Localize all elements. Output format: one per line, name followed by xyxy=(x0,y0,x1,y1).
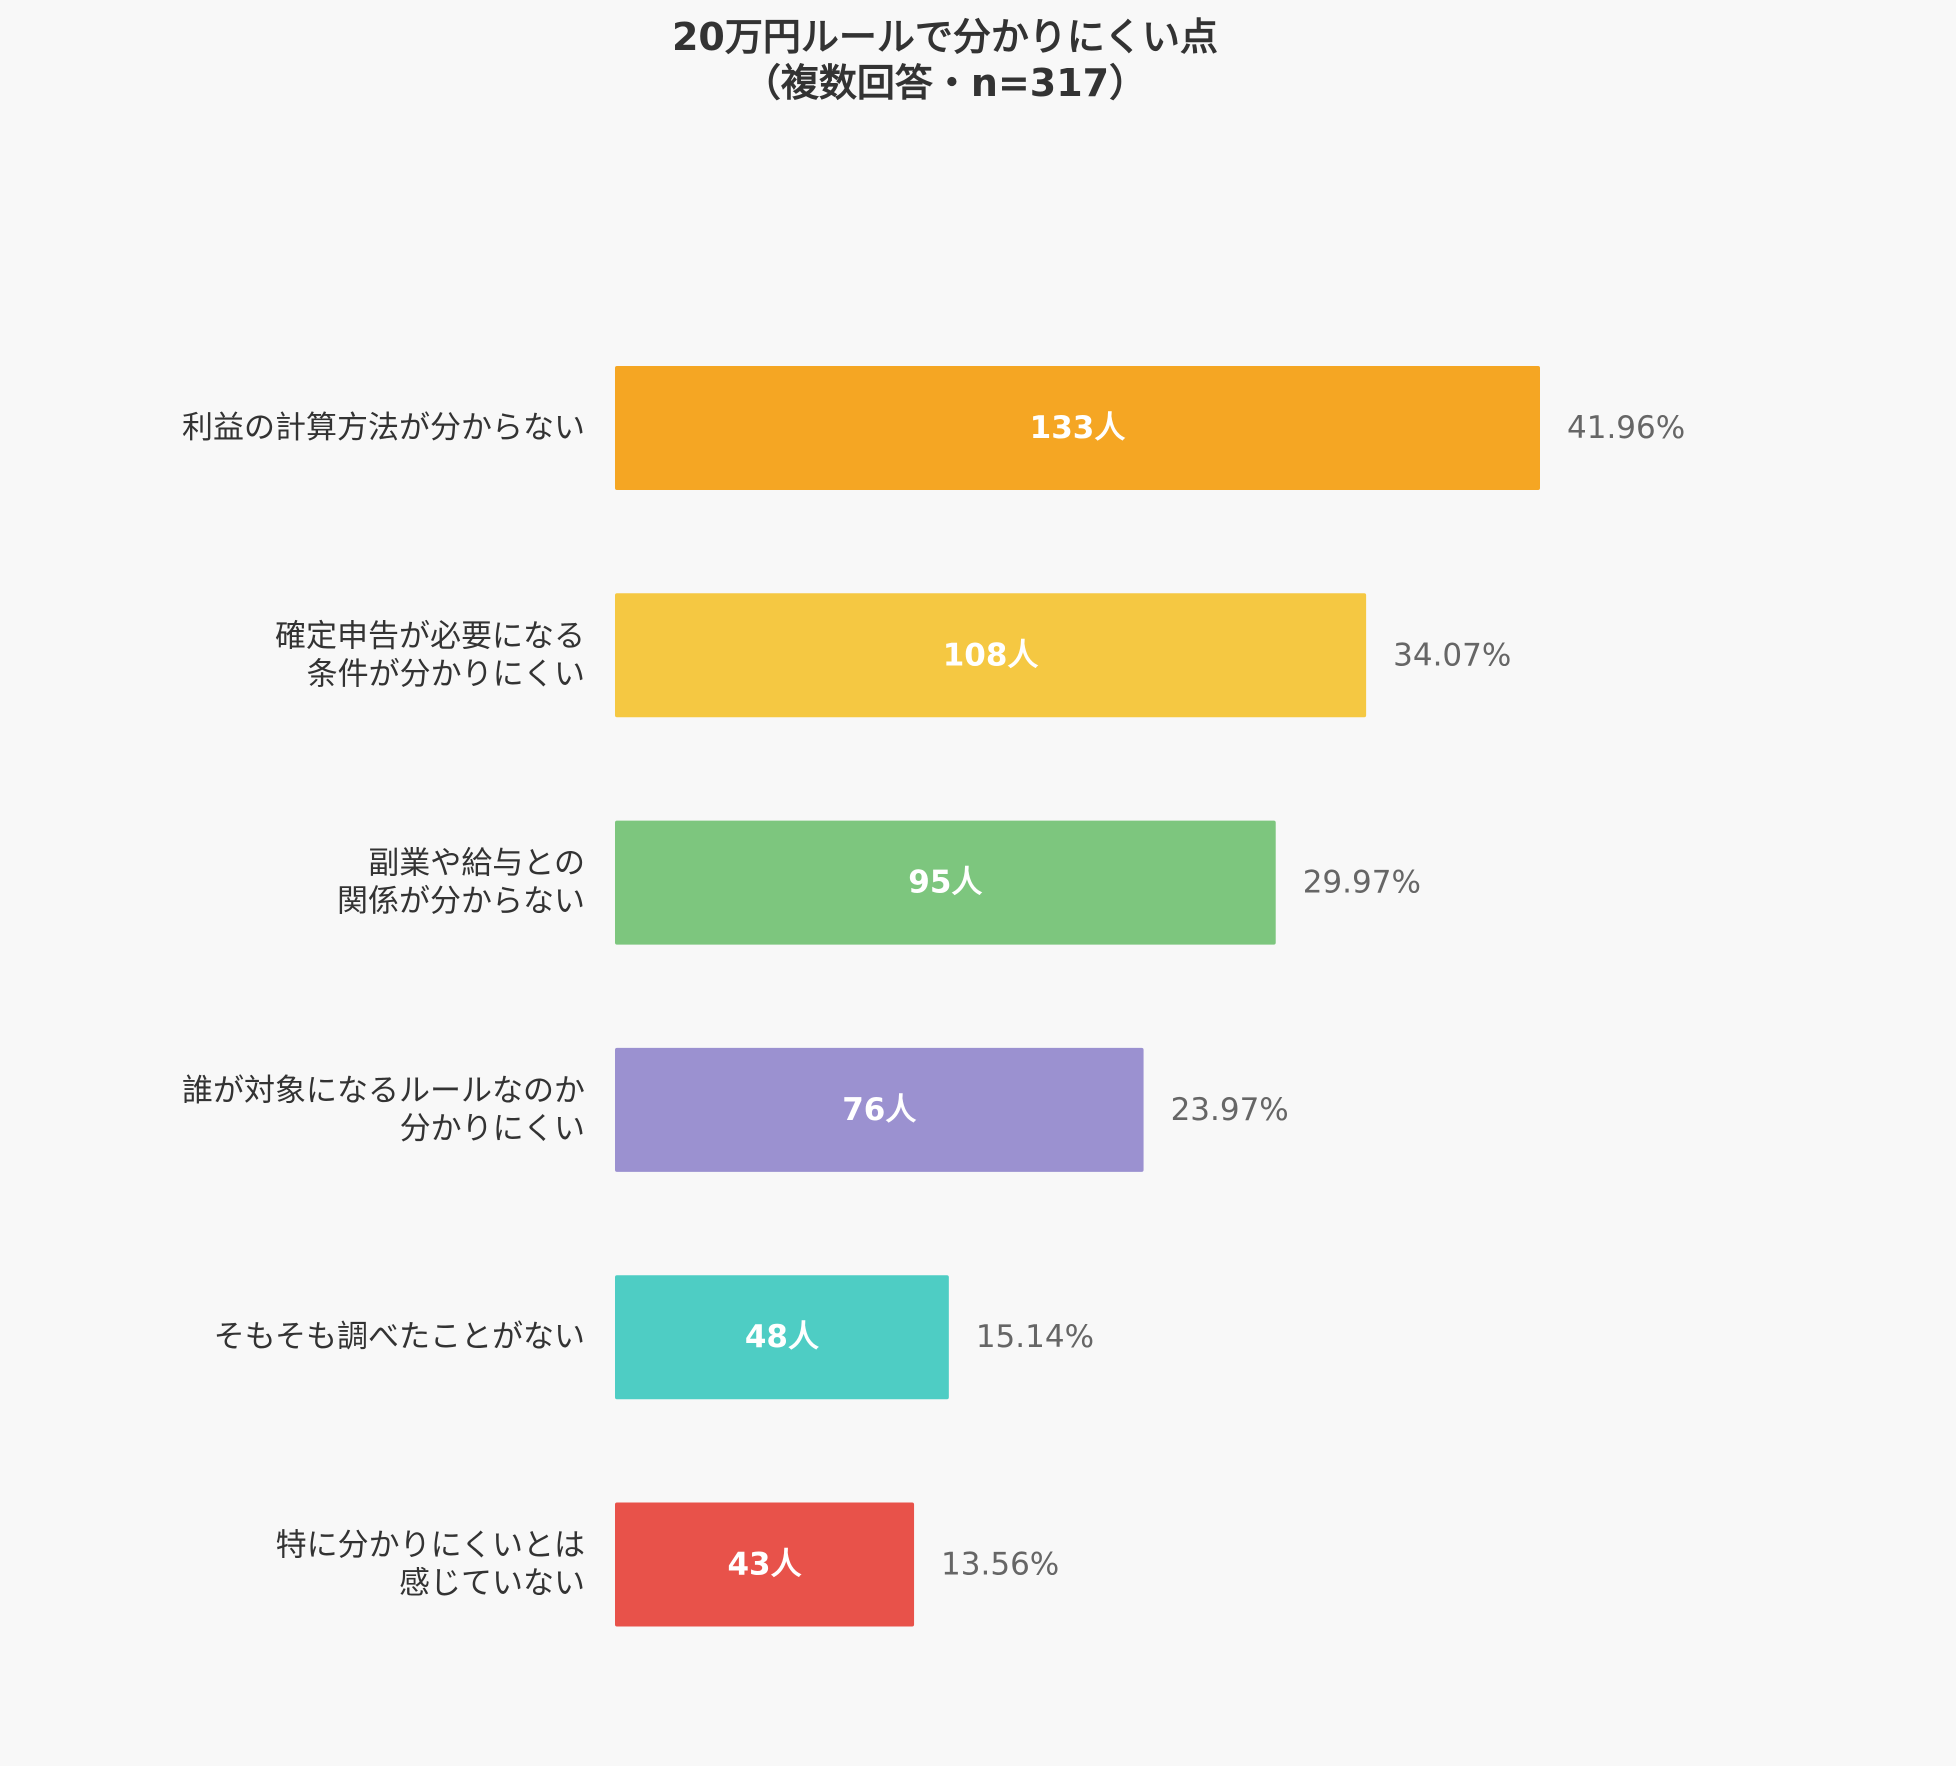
chart-title: 20万円ルールで分かりにくい点 （複数回答・n=317） xyxy=(0,14,1890,106)
category-label-1: 確定申告が必要になる条件が分かりにくい xyxy=(275,618,585,692)
bar-2 xyxy=(615,820,1276,945)
bar-value-label-2: 95人 xyxy=(908,865,982,901)
bar-value-label-3: 76人 xyxy=(842,1092,916,1128)
percentage-label-1: 34.07% xyxy=(1393,637,1511,673)
percentage-label-2: 29.97% xyxy=(1303,865,1421,901)
bar-1 xyxy=(615,593,1367,718)
category-label-4: そもそも調べたことがない xyxy=(214,1319,585,1355)
category-label-0: 利益の計算方法が分からない xyxy=(182,410,585,446)
percentage-label-0: 41.96% xyxy=(1567,410,1685,446)
bar-5 xyxy=(615,1502,915,1627)
chart-title-main: 20万円ルールで分かりにくい点 xyxy=(671,15,1219,59)
bar-4 xyxy=(615,1275,949,1400)
bar-0 xyxy=(615,366,1540,490)
percentage-label-4: 15.14% xyxy=(976,1319,1094,1355)
bar-value-label-0: 133人 xyxy=(1030,410,1126,446)
bars-layer: 利益の計算方法が分からない 133人 41.96% 確定申告が必要になる条件が分かりに… xyxy=(182,366,1685,1627)
bar-value-label-4: 48人 xyxy=(745,1319,819,1355)
category-label-5: 特に分かりにくいとは感じていない xyxy=(276,1528,585,1602)
bar-3 xyxy=(615,1047,1144,1172)
bar-value-label-5: 43人 xyxy=(727,1547,801,1583)
category-label-2: 副業や給与との関係が分からない xyxy=(337,846,585,920)
category-label-3: 誰が対象になるルールなのか分かりにくい xyxy=(182,1073,585,1147)
percentage-label-3: 23.97% xyxy=(1171,1092,1289,1128)
bar-value-label-1: 108人 xyxy=(943,637,1039,673)
chart-subtitle: （複数回答・n=317） xyxy=(742,61,1148,105)
percentage-label-5: 13.56% xyxy=(941,1547,1059,1583)
